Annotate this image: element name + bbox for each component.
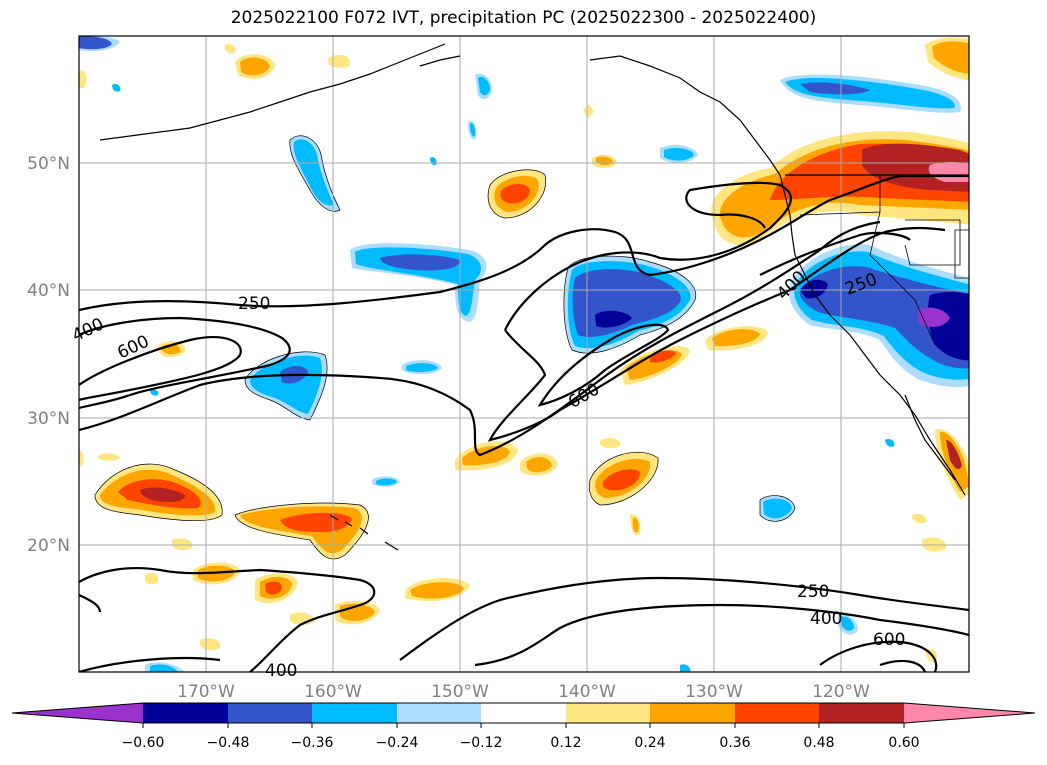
state-borders	[799, 175, 969, 346]
colorbar-tick-label: −0.24	[376, 735, 419, 751]
lon-label-120w: 120°W	[812, 682, 870, 702]
colorbar-segment	[143, 703, 228, 723]
lat-label-40n: 40°N	[27, 281, 70, 301]
colorbar-segment	[397, 703, 481, 723]
lon-label-140w: 140°W	[558, 682, 616, 702]
colorbar-segment	[650, 703, 735, 723]
longitude-labels: 170°W 160°W 150°W 140°W 130°W 120°W	[177, 682, 870, 702]
colorbar-tick-label: 0.48	[803, 735, 834, 751]
colorbar-tick-label: −0.60	[122, 735, 165, 751]
colorbar-tick-label: 0.24	[634, 735, 665, 751]
precipitation-shading	[79, 36, 969, 672]
precip-outlines	[94, 135, 796, 560]
contour-label: 600	[873, 630, 905, 650]
colorbar-segment	[735, 703, 819, 723]
contour-label: 400	[810, 609, 842, 629]
colorbar-tick-label: 0.36	[719, 735, 750, 751]
contour-label: 250	[238, 294, 270, 314]
contour-label: 250	[797, 582, 829, 602]
colorbar-tick-label: −0.12	[460, 735, 503, 751]
colorbar-segment	[481, 703, 566, 723]
colorbar-tick-label: 0.12	[550, 735, 581, 751]
colorbar-segment	[819, 703, 904, 723]
ivt-contours	[79, 174, 969, 672]
colorbar: −0.60 −0.48 −0.36 −0.24 −0.12 0.12 0.24 …	[11, 702, 1036, 751]
colorbar-extend-high	[904, 703, 1035, 723]
colorbar-tick-label: −0.36	[291, 735, 334, 751]
lon-label-160w: 160°W	[304, 682, 362, 702]
map-title: 2025022100 F072 IVT, precipitation PC (2…	[230, 8, 817, 28]
colorbar-tick-label: 0.60	[888, 735, 919, 751]
colorbar-extend-low	[12, 703, 143, 723]
colorbar-segment	[566, 703, 650, 723]
lon-label-130w: 130°W	[685, 682, 743, 702]
gridlines	[79, 36, 969, 672]
lat-label-50n: 50°N	[27, 154, 70, 174]
contour-label: 400	[265, 661, 297, 681]
lat-label-30n: 30°N	[27, 409, 70, 429]
lon-label-150w: 150°W	[431, 682, 489, 702]
latitude-labels: 50°N 40°N 30°N 20°N	[27, 154, 70, 556]
colorbar-segment	[228, 703, 312, 723]
lon-label-170w: 170°W	[177, 682, 235, 702]
plot-frame	[78, 35, 970, 673]
colorbar-tick-label: −0.48	[207, 735, 250, 751]
lat-label-20n: 20°N	[27, 536, 70, 556]
colorbar-segment	[312, 703, 397, 723]
